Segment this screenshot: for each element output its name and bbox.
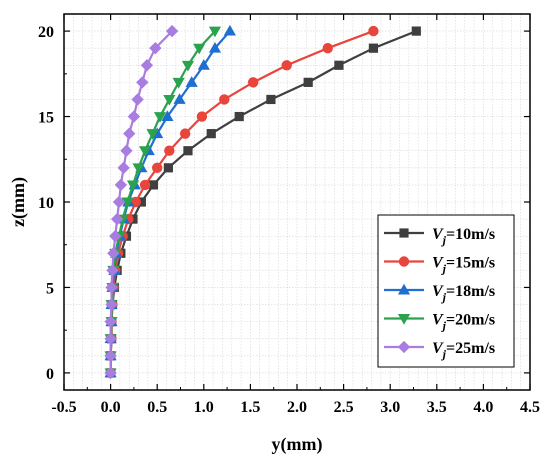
x-tick-label: 1.5 — [240, 399, 260, 416]
data-point — [163, 163, 173, 173]
series-5 — [104, 24, 179, 380]
data-point — [117, 161, 130, 174]
x-tick-label: 4.0 — [473, 399, 493, 416]
data-point — [131, 93, 144, 106]
legend-label: Vj=15m/s — [432, 255, 495, 276]
data-point — [105, 298, 118, 311]
y-tick-label: 0 — [46, 366, 54, 383]
y-tick-label: 5 — [46, 280, 54, 297]
legend-label: Vj=25m/s — [432, 340, 495, 361]
data-point — [266, 94, 276, 105]
data-point — [106, 264, 119, 277]
data-point — [123, 127, 136, 140]
data-point — [104, 366, 117, 380]
data-point — [208, 41, 222, 53]
legend-item: Vj=18m/s — [384, 283, 495, 304]
legend-item: Vj=10m/s — [384, 226, 495, 247]
data-point — [193, 43, 206, 55]
y-tick-label: 20 — [38, 24, 54, 41]
data-point — [132, 163, 145, 175]
data-point — [322, 42, 333, 54]
legend-marker — [397, 340, 411, 354]
data-point — [112, 195, 126, 209]
data-point — [183, 146, 193, 156]
data-point — [105, 281, 118, 294]
data-point — [120, 144, 133, 157]
data-point — [172, 77, 185, 89]
axis-ticks: -0.5 0.0 0.5 1.0 1.5 2.0 2.5 3.0 3.5 4.0 4.5 0 5 10 15… — [38, 14, 540, 416]
x-tick-label: 2.0 — [287, 399, 307, 416]
legend-item: Vj=20m/s — [384, 312, 495, 333]
legend-label: Vj=10m/s — [432, 226, 495, 247]
legend-label: Vj=18m/s — [432, 283, 495, 304]
x-tick-label: 4.5 — [520, 399, 540, 416]
data-point — [110, 212, 124, 226]
data-point — [173, 93, 186, 104]
data-point — [149, 42, 162, 55]
x-tick-label: -0.5 — [51, 399, 76, 416]
data-point — [151, 162, 163, 174]
data-point — [223, 24, 236, 36]
x-tick-label: 3.5 — [427, 399, 447, 416]
data-point — [185, 76, 198, 87]
y-tick-label: 10 — [38, 195, 54, 212]
x-tick-label: 0.0 — [101, 399, 121, 416]
legend-marker — [398, 256, 410, 267]
data-point — [196, 111, 208, 122]
legend: Vj=10m/s Vj=15m/s Vj=18m/s Vj=20m/s Vj=25m/s — [377, 214, 515, 368]
data-point — [109, 230, 122, 243]
legend-marker — [399, 228, 409, 238]
data-point — [148, 180, 159, 190]
data-point — [153, 112, 167, 123]
data-point — [281, 60, 292, 71]
data-point — [247, 77, 259, 88]
data-point — [104, 332, 117, 345]
legend-marker — [397, 314, 411, 325]
legend-label: Vj=20m/s — [432, 312, 495, 333]
data-point — [127, 110, 141, 123]
data-point — [197, 59, 210, 70]
data-point — [140, 59, 154, 72]
x-tick-label: 3.0 — [380, 399, 400, 416]
data-point — [234, 111, 244, 122]
legend-marker — [397, 283, 411, 295]
y-tick-label: 15 — [38, 110, 54, 127]
x-tick-label: 0.5 — [147, 399, 167, 416]
data-point — [368, 43, 379, 53]
data-point — [121, 197, 134, 209]
data-point — [139, 179, 151, 191]
data-point — [181, 60, 195, 72]
legend-item: Vj=25m/s — [384, 340, 495, 361]
x-axis-label: y(mm) — [272, 434, 323, 455]
data-point — [107, 247, 120, 260]
data-point — [126, 180, 140, 192]
data-point — [219, 94, 230, 105]
data-point — [303, 77, 313, 87]
data-point — [146, 129, 159, 140]
data-point — [114, 178, 128, 192]
data-point — [161, 110, 174, 121]
data-point — [165, 24, 179, 38]
data-point — [136, 76, 149, 89]
x-tick-label: 2.5 — [334, 399, 354, 416]
x-tick-label: 1.0 — [194, 399, 214, 416]
data-point — [163, 95, 176, 106]
data-point — [179, 128, 191, 139]
data-point — [104, 315, 117, 328]
data-point — [138, 146, 152, 157]
data-point — [104, 349, 117, 362]
data-point — [206, 129, 216, 139]
data-point — [334, 60, 344, 70]
data-point — [411, 26, 421, 36]
data-point — [164, 145, 175, 156]
y-axis-label: z(mm) — [8, 177, 29, 227]
legend-item: Vj=15m/s — [384, 255, 495, 276]
data-point — [208, 26, 222, 38]
data-point — [368, 25, 379, 37]
series-group — [104, 24, 421, 380]
